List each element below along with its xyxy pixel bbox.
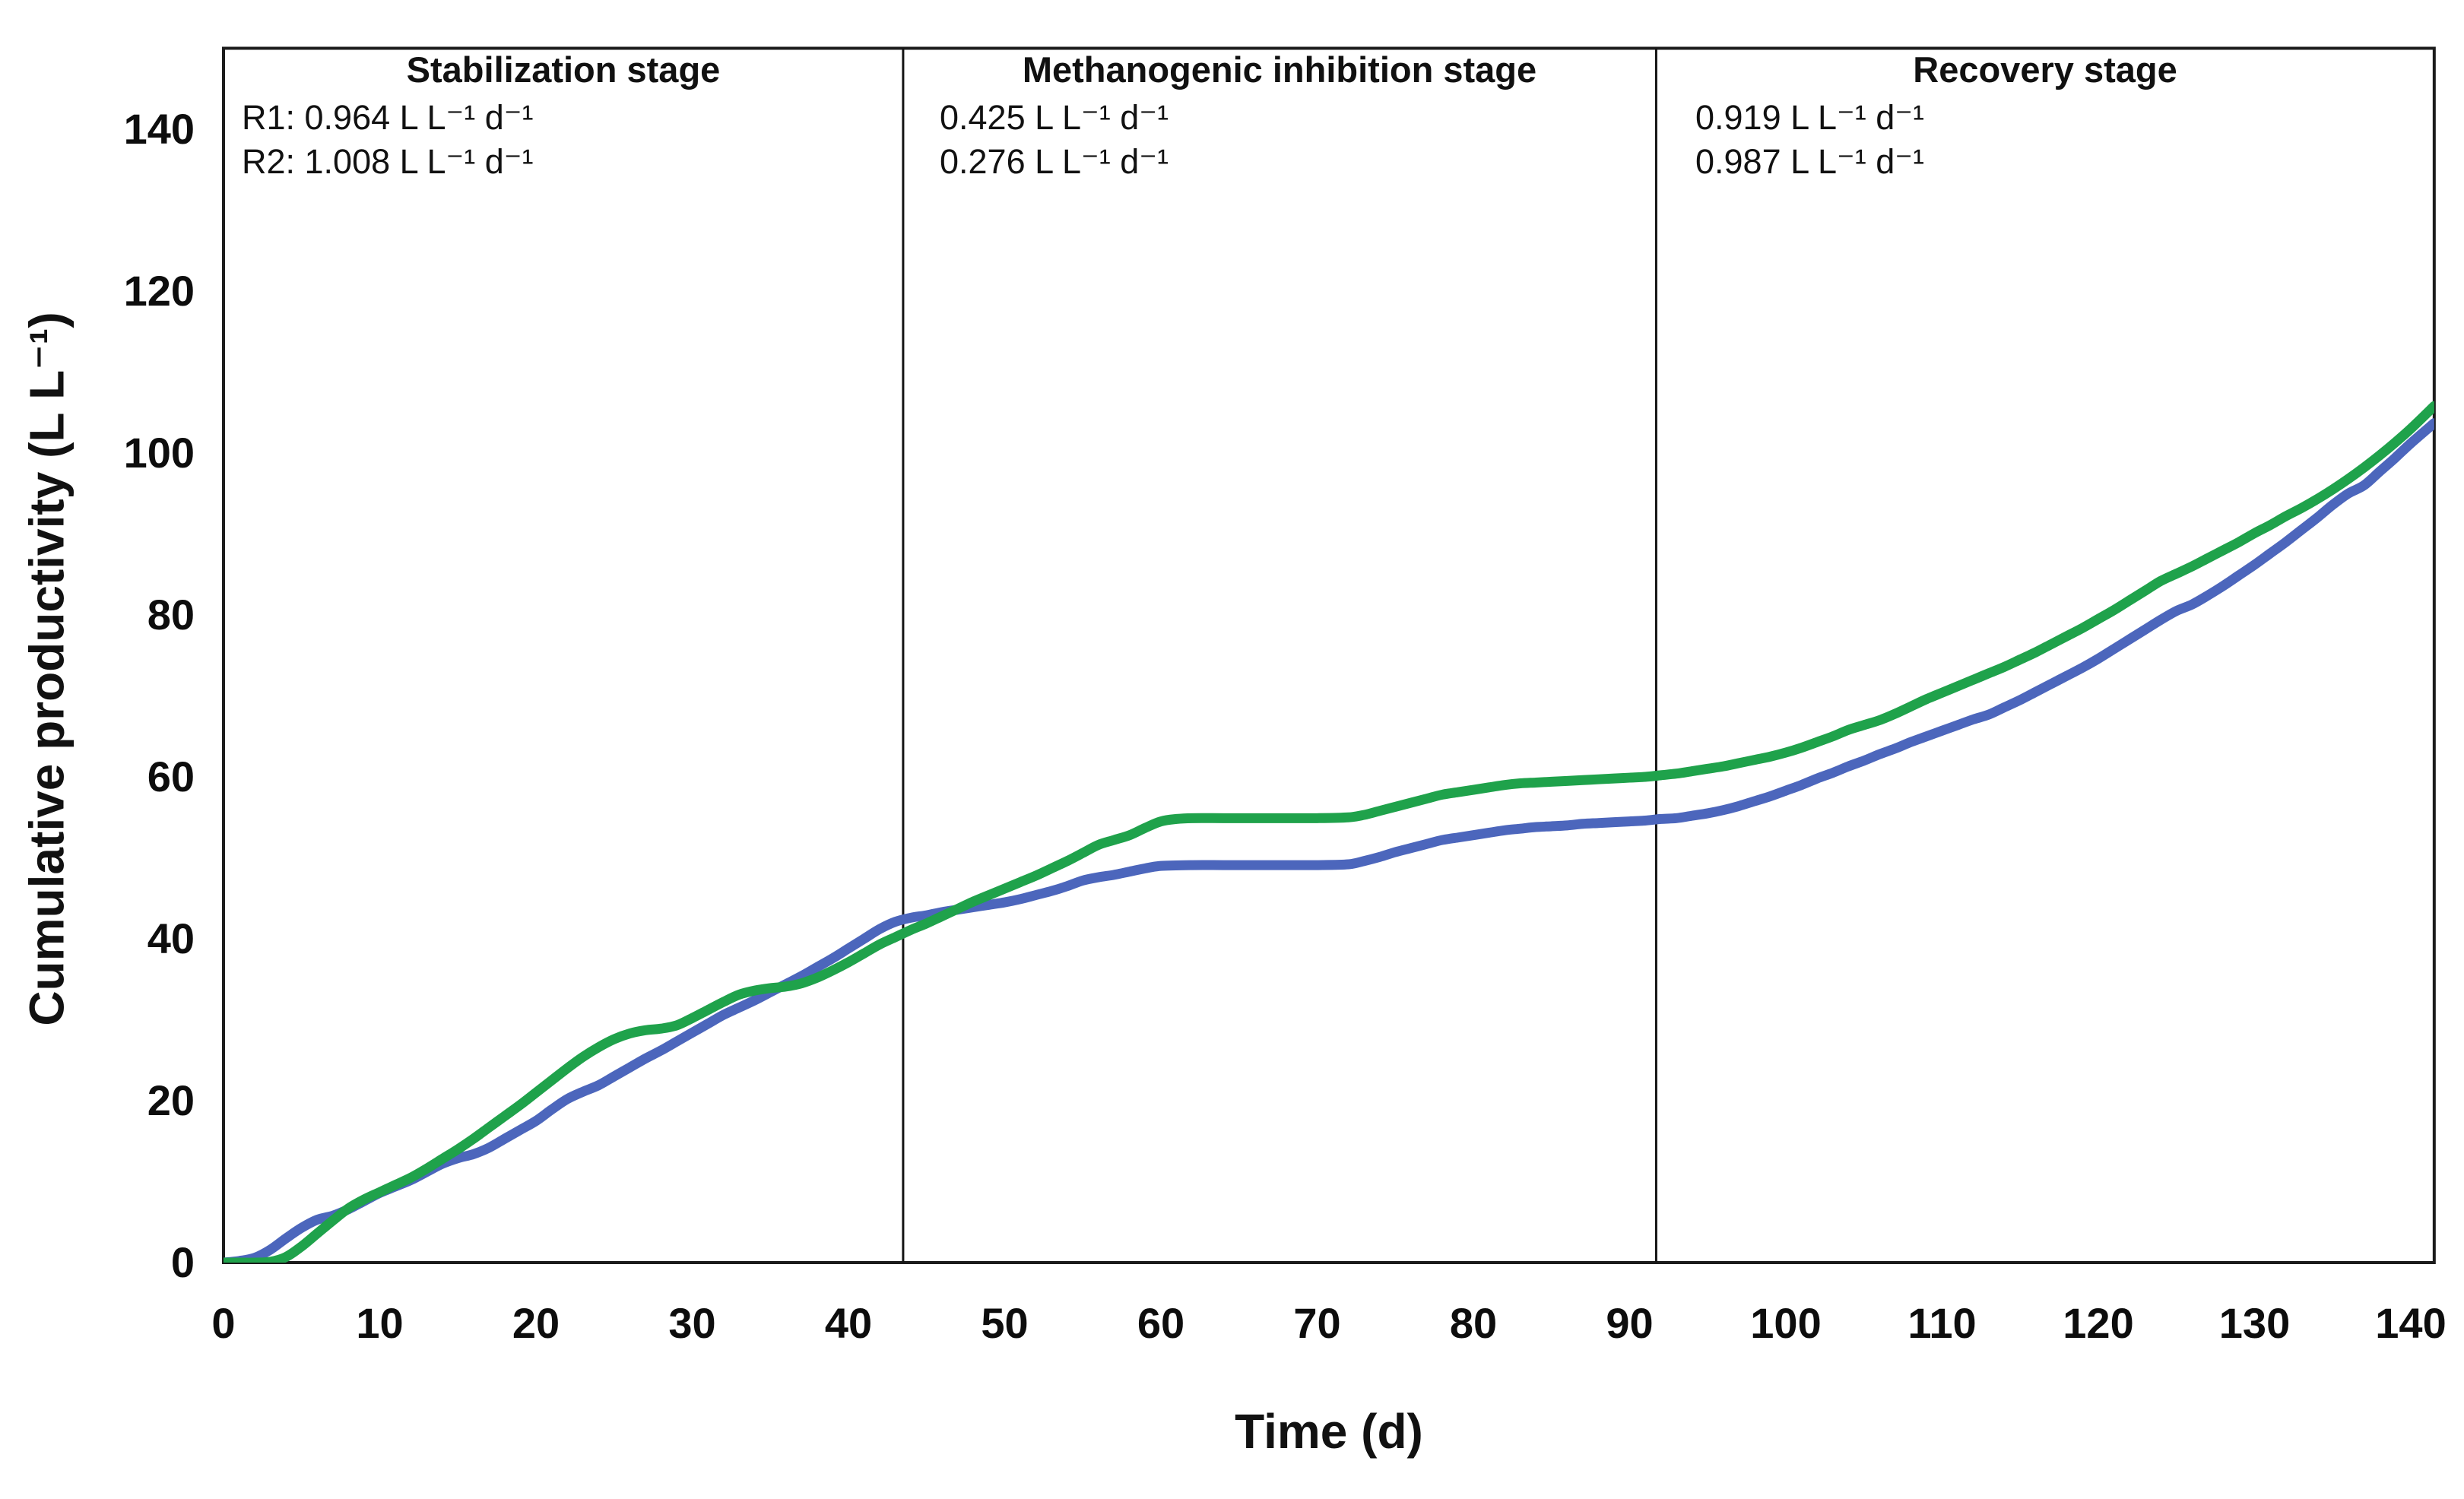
- series-line-R2: [224, 401, 2434, 1263]
- x-tick-label: 50: [981, 1299, 1029, 1347]
- x-tick-label: 0: [211, 1299, 236, 1347]
- x-tick-label: 100: [1750, 1299, 1822, 1347]
- x-tick-label: 110: [1907, 1299, 1977, 1347]
- stage-1-rate-r2: R2: 1.008 L L⁻¹ d⁻¹: [242, 142, 534, 181]
- y-tick-label: 80: [147, 591, 195, 639]
- y-axis-title: Cumulative productivity (L L⁻¹): [19, 312, 75, 1026]
- stage-3-title: Recovery stage: [1913, 49, 2177, 90]
- x-tick-label: 70: [1293, 1299, 1341, 1347]
- stage-1-rate-r1: R1: 0.964 L L⁻¹ d⁻¹: [242, 98, 534, 137]
- x-tick-label: 30: [668, 1299, 716, 1347]
- x-tick-label: 140: [2375, 1299, 2447, 1347]
- x-tick-label: 130: [2218, 1299, 2291, 1347]
- y-tick-label: 40: [147, 914, 195, 962]
- y-tick-label: 140: [123, 105, 195, 153]
- stage-2-rates: 0.425 L L⁻¹ d⁻¹ 0.276 L L⁻¹ d⁻¹: [940, 96, 1169, 184]
- y-tick-label: 60: [147, 753, 195, 800]
- stage-3-rate-r2: 0.987 L L⁻¹ d⁻¹: [1695, 142, 1925, 181]
- x-tick-label: 60: [1137, 1299, 1185, 1347]
- series-line-R1: [224, 418, 2434, 1263]
- x-tick-label: 20: [512, 1299, 560, 1347]
- y-tick-label: 0: [170, 1238, 195, 1286]
- x-tick-label: 80: [1449, 1299, 1498, 1347]
- y-tick-label: 100: [123, 429, 195, 477]
- x-tick-label: 90: [1606, 1299, 1654, 1347]
- stage-2-rate-r2: 0.276 L L⁻¹ d⁻¹: [940, 142, 1169, 181]
- y-tick-label: 20: [147, 1076, 195, 1124]
- stage-2-title: Methanogenic inhibition stage: [1022, 49, 1537, 90]
- x-axis-title: Time (d): [1235, 1404, 1423, 1459]
- x-tick-label: 40: [824, 1299, 873, 1347]
- x-tick-label: 10: [356, 1299, 404, 1347]
- stage-1-rates: R1: 0.964 L L⁻¹ d⁻¹ R2: 1.008 L L⁻¹ d⁻¹: [242, 96, 534, 184]
- x-tick-label: 120: [2063, 1299, 2134, 1347]
- stage-3-rate-r1: 0.919 L L⁻¹ d⁻¹: [1695, 98, 1925, 137]
- stage-2-rate-r1: 0.425 L L⁻¹ d⁻¹: [940, 98, 1169, 137]
- stage-3-rates: 0.919 L L⁻¹ d⁻¹ 0.987 L L⁻¹ d⁻¹: [1695, 96, 1924, 184]
- stage-1-title: Stabilization stage: [406, 49, 721, 90]
- y-tick-label: 120: [123, 267, 195, 315]
- plot-border: [222, 46, 2436, 1264]
